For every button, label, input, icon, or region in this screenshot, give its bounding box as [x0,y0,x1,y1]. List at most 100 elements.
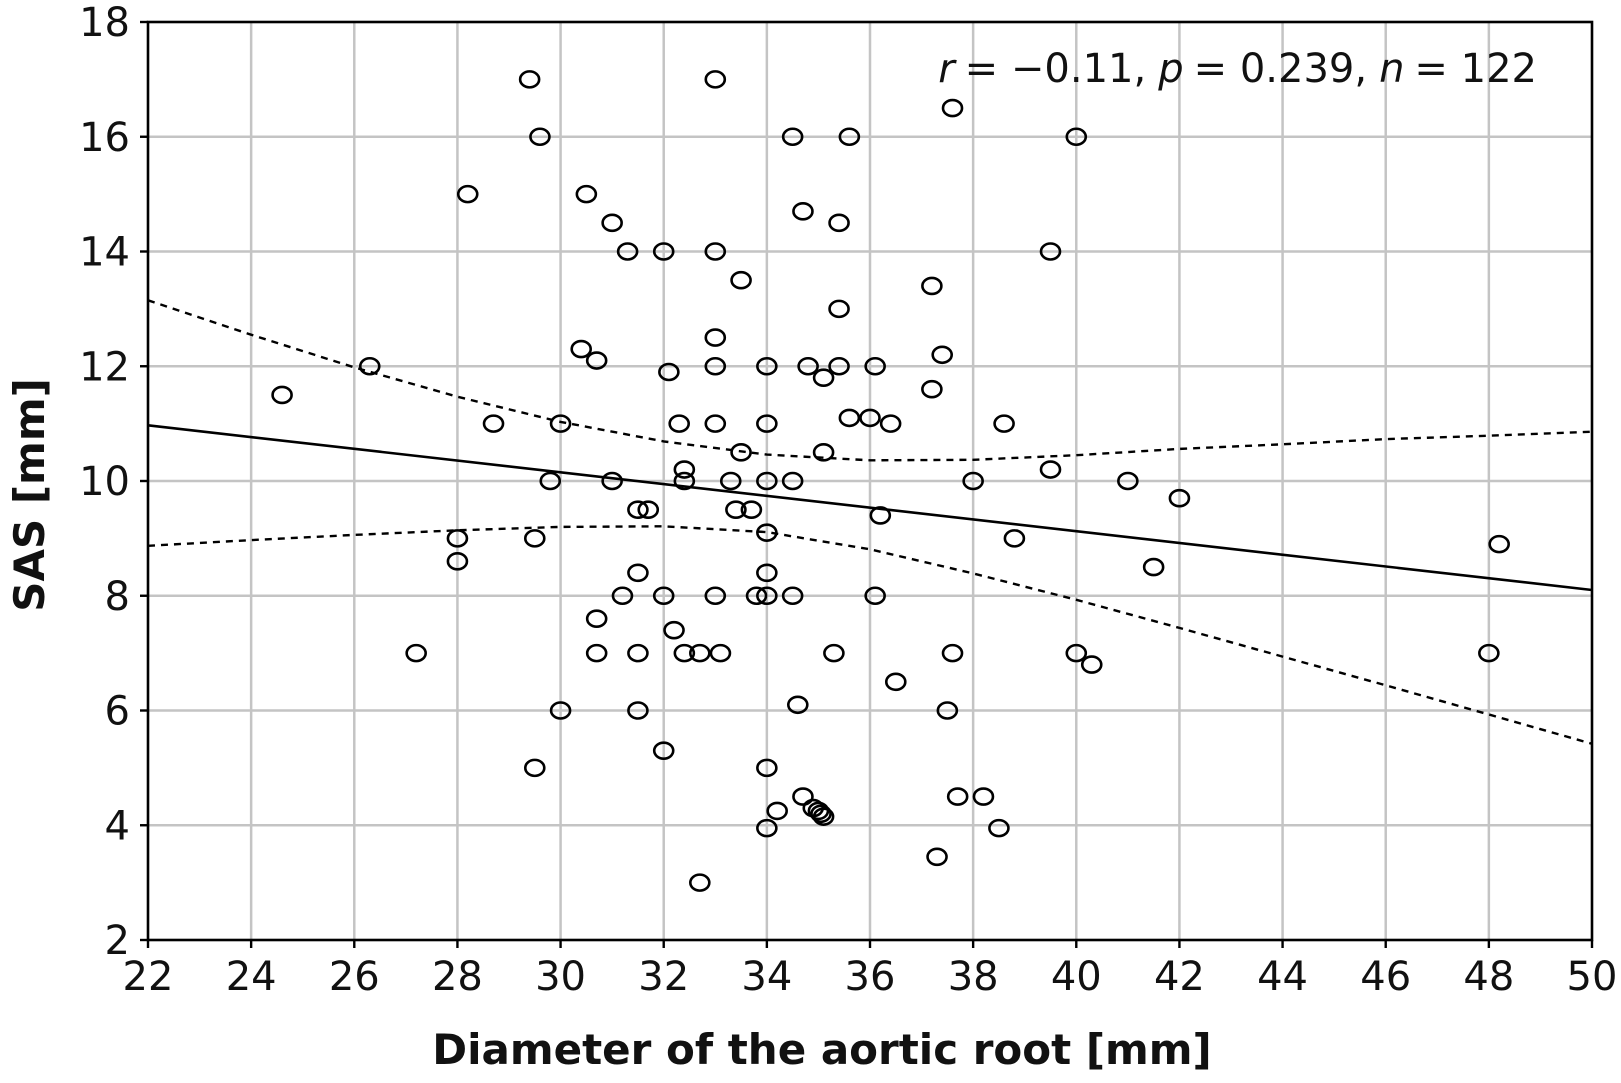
data-point [704,70,727,89]
data-point [652,586,675,606]
data-point [725,500,747,519]
y-tick-label: 16 [79,115,130,161]
data-point [1168,488,1191,508]
data-point [1117,471,1139,491]
x-tick-label: 38 [948,954,999,1000]
data-point [812,443,835,462]
data-point [601,213,623,233]
p-value: = 0.239, [1194,46,1367,92]
data-point [869,506,892,525]
data-point [585,609,608,629]
x-tick-label: 50 [1567,954,1618,1000]
data-point [719,471,742,491]
x-tick-label: 46 [1360,954,1411,1000]
data-point [812,368,835,388]
data-point [549,701,572,720]
data-point [658,362,680,382]
data-point [756,586,778,606]
r-label: r [938,46,957,92]
data-point [704,414,727,433]
data-point [756,818,778,838]
data-point [864,586,886,606]
data-point [529,127,551,147]
data-point [812,807,835,826]
data-point [766,801,788,821]
ci-upper-line [147,299,1593,462]
data-point [523,529,546,548]
x-tick-label: 32 [638,954,689,1000]
data-point [673,471,696,491]
data-point [585,643,608,663]
data-point [921,276,943,296]
data-point [611,586,634,606]
data-point [879,414,902,433]
y-tick-label: 2 [105,918,130,964]
data-point [601,471,623,491]
data-point [756,414,778,433]
data-point [704,356,727,376]
data-point [936,701,959,720]
data-point [756,523,778,542]
x-tick-labels: 22 24 26 28 30 32 34 36 38 40 42 44 46 48 50 [123,940,1618,1000]
data-point [786,695,809,715]
stats-annotation: r = −0.11, p = 0.239, n = 122 [938,46,1537,92]
data-point [792,202,814,221]
data-point [756,758,778,778]
data-point [756,471,778,491]
ci-lower-line [147,525,1593,745]
data-points [271,70,1510,892]
confidence-band-upper [147,299,1593,462]
data-point [781,127,804,147]
data-point [740,500,763,519]
x-axis-label: Diameter of the aortic root [mm] [432,1025,1212,1074]
data-point [704,242,727,261]
data-point [988,818,1010,838]
n-value: = 122 [1414,46,1537,92]
x-tick-label: 34 [741,954,792,1000]
data-point [1142,557,1165,577]
data-point [627,500,649,519]
data-point [271,385,293,405]
data-point [1003,529,1026,548]
data-point [689,873,711,892]
data-point [405,643,427,663]
data-point [1488,534,1510,554]
data-point [709,643,732,663]
data-point [652,242,675,261]
y-tick-label: 8 [105,574,130,620]
y-tick-label: 18 [79,0,130,46]
data-point [745,586,768,606]
data-point [828,356,850,376]
data-point [570,339,593,359]
data-point [781,471,804,491]
data-point [859,408,881,428]
n-label: n [1379,46,1404,92]
data-point [828,213,850,233]
data-point [689,643,711,663]
y-tick-label: 6 [105,689,130,735]
x-tick-label: 30 [535,954,586,1000]
data-point [864,356,886,376]
x-tick-label: 48 [1463,954,1514,1000]
data-point [972,787,995,806]
x-tick-label: 36 [845,954,896,1000]
data-point [549,414,572,433]
data-point [962,471,984,491]
data-point [627,563,649,583]
data-point [627,643,649,663]
y-tick-label: 14 [79,230,130,276]
data-point [482,414,505,433]
x-tick-label: 44 [1257,954,1308,1000]
data-point [1039,242,1062,261]
data-point [921,379,943,399]
x-tick-label: 40 [1051,954,1102,1000]
data-point [575,184,598,204]
y-tick-labels: 2 4 6 8 10 12 14 16 18 [79,0,148,964]
data-point [616,242,639,261]
data-point [1065,643,1088,663]
x-tick-label: 42 [1154,954,1205,1000]
data-point [838,408,861,428]
data-point [673,460,696,479]
data-point [941,643,964,663]
data-point [810,804,832,824]
